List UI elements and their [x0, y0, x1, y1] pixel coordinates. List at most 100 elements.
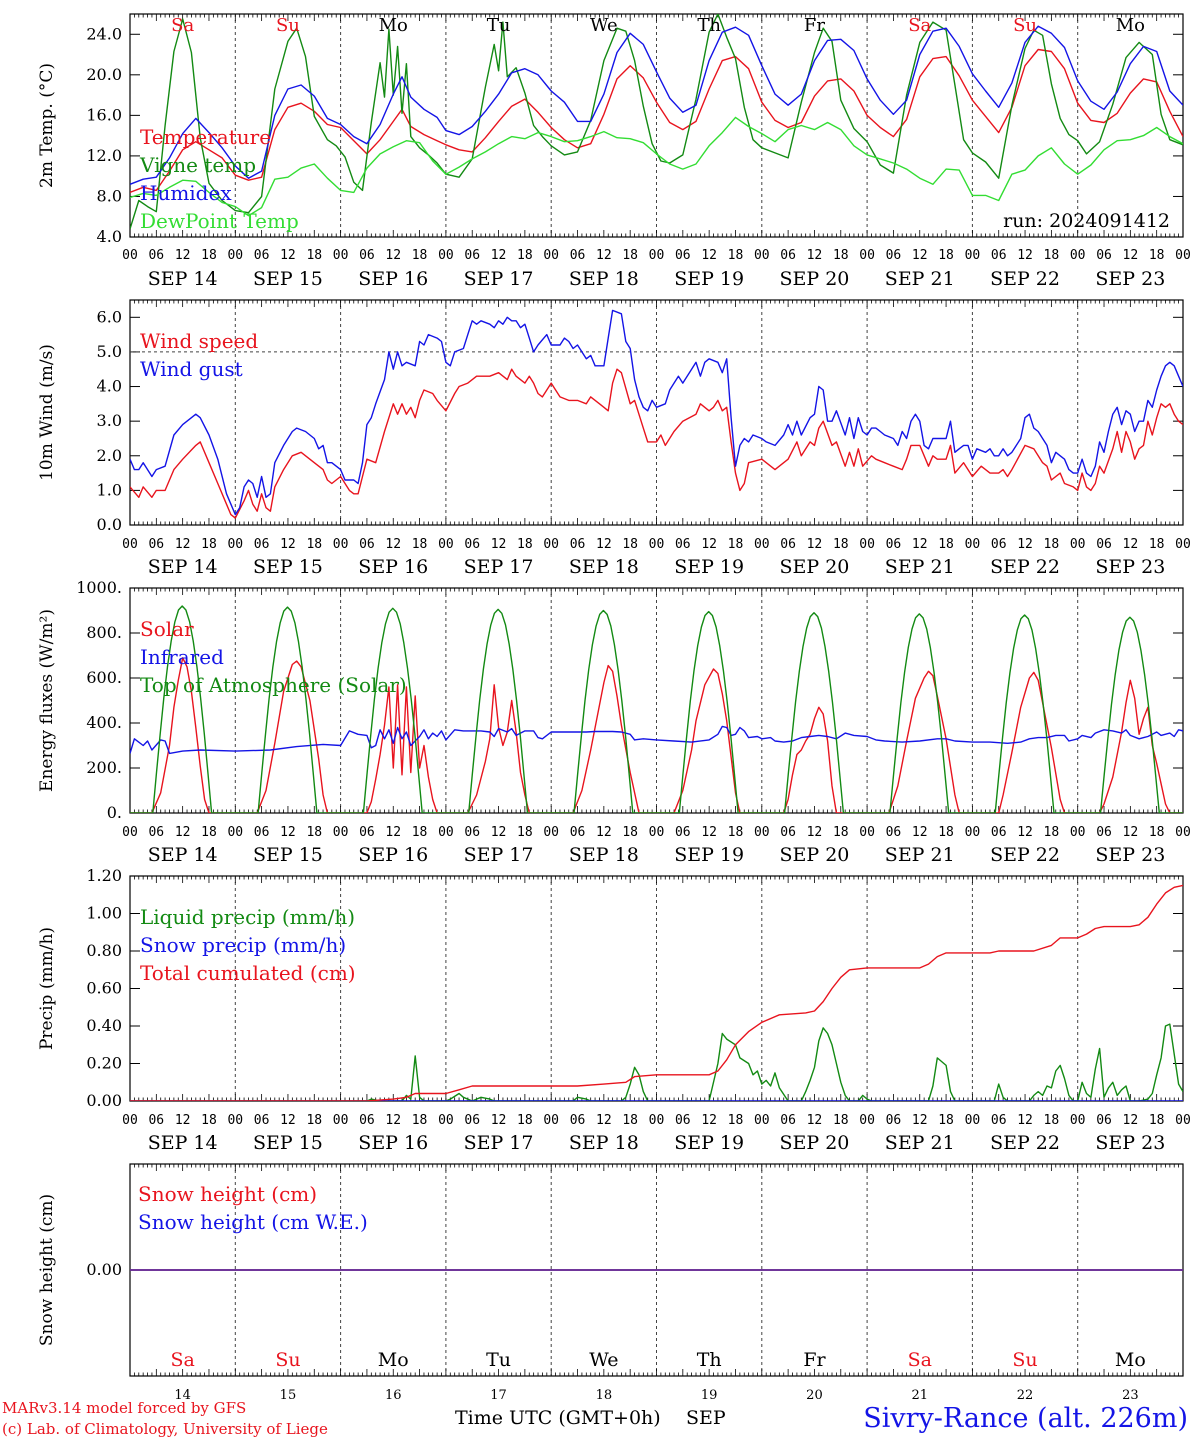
y-tick-label: 0.40	[86, 1016, 122, 1035]
hour-label: 00	[543, 1113, 559, 1128]
hour-label: 00	[543, 537, 559, 552]
hour-label: 12	[701, 248, 717, 263]
y-tick-label: 400.	[86, 713, 122, 732]
weekday-label-top: Su	[276, 15, 300, 36]
hour-label: 00	[649, 248, 665, 263]
run-annotation: run: 2024091412	[1003, 210, 1170, 232]
hour-label: 18	[1149, 248, 1165, 263]
series-group	[130, 309, 1183, 519]
hour-label: 12	[701, 825, 717, 840]
series-infrared	[130, 725, 1183, 755]
date-label: SEP 15	[253, 844, 323, 866]
hour-label: 12	[1017, 825, 1033, 840]
hour-label: 12	[912, 537, 928, 552]
weekday-label-top: Mo	[379, 15, 408, 36]
hour-label: 12	[912, 825, 928, 840]
hour-label: 18	[201, 825, 217, 840]
hour-label: 18	[938, 1113, 954, 1128]
hour-label: 00	[1175, 1113, 1191, 1128]
series-temperature	[130, 48, 1183, 194]
series-vigne-temp	[130, 14, 1183, 230]
date-label: SEP 15	[253, 556, 323, 578]
hour-label: 00	[543, 248, 559, 263]
hour-label: 12	[596, 825, 612, 840]
series-wind-speed	[130, 368, 1183, 519]
y-axis-label: Energy fluxes (W/m²)	[37, 609, 57, 792]
series-group	[130, 884, 1183, 1101]
hour-label: 12	[1017, 1113, 1033, 1128]
hour-label: 06	[359, 1113, 375, 1128]
hour-label: 00	[333, 537, 349, 552]
y-axis-label: 10m Wind (m/s)	[37, 344, 57, 481]
hour-label: 12	[385, 248, 401, 263]
day-number-label: 20	[806, 1388, 823, 1403]
hour-label: 18	[728, 1113, 744, 1128]
hour-label: 06	[1096, 825, 1112, 840]
hour-label: 06	[1096, 537, 1112, 552]
weekday-label-top: Th	[697, 15, 721, 36]
y-axis-label: 2m Temp. (°C)	[37, 63, 57, 188]
date-label: SEP 14	[148, 556, 218, 578]
day-number-label: 19	[701, 1388, 718, 1403]
date-label: SEP 23	[1095, 268, 1165, 290]
hour-label: 18	[412, 825, 428, 840]
series-liquid-precip-mm-h	[130, 1023, 1183, 1101]
hour-label: 06	[675, 537, 691, 552]
legend-entry: Top of Atmosphere (Solar)	[140, 673, 407, 697]
hour-label: 18	[728, 248, 744, 263]
hour-label: 06	[780, 1113, 796, 1128]
date-label: SEP 18	[569, 556, 639, 578]
y-tick-label: 4.0	[97, 227, 122, 246]
hour-label: 18	[517, 537, 533, 552]
hour-label: 12	[280, 248, 296, 263]
date-label: SEP 19	[674, 268, 744, 290]
weekday-label-bottom: Mo	[378, 1349, 409, 1371]
hour-label: 00	[965, 825, 981, 840]
legend-entry: Wind gust	[140, 357, 243, 381]
hour-label: 18	[412, 1113, 428, 1128]
y-tick-label: 0.60	[86, 979, 122, 998]
legend-entry: Humidex	[140, 181, 232, 205]
hour-label: 18	[306, 1113, 322, 1128]
hour-label: 00	[227, 1113, 243, 1128]
legend-entry: Snow precip (mm/h)	[140, 933, 346, 957]
hour-label: 12	[175, 537, 191, 552]
weekday-label-top: Tu	[487, 15, 511, 36]
hour-label: 06	[254, 1113, 270, 1128]
hour-label: 00	[1070, 537, 1086, 552]
text-layer: 4.0 8.0 12.0 16.0 20.0 24.0 2m Temp. (°C) Tempe…	[37, 15, 1191, 1403]
hour-label: 00	[754, 1113, 770, 1128]
y-tick-label: 1000.	[76, 578, 122, 597]
weekday-label-bottom: Fr	[803, 1349, 826, 1371]
hour-label: 18	[517, 825, 533, 840]
hour-label: 18	[622, 825, 638, 840]
y-tick-label: 1.0	[97, 480, 122, 499]
hour-label: 18	[1149, 1113, 1165, 1128]
station-name: Sivry-Rance (alt. 226m)	[863, 1403, 1188, 1434]
date-label: SEP 18	[569, 1132, 639, 1154]
date-label: SEP 16	[358, 844, 428, 866]
day-number-label: 15	[280, 1388, 297, 1403]
hour-label: 00	[438, 825, 454, 840]
hour-label: 06	[886, 825, 902, 840]
hour-label: 06	[780, 825, 796, 840]
hour-label: 00	[1070, 248, 1086, 263]
date-label: SEP 22	[990, 268, 1060, 290]
hour-label: 06	[991, 248, 1007, 263]
hour-label: 18	[201, 248, 217, 263]
hour-label: 00	[1175, 825, 1191, 840]
date-label: SEP 15	[253, 1132, 323, 1154]
hour-label: 12	[1123, 825, 1139, 840]
legend-entry: Infrared	[140, 645, 224, 669]
hour-label: 18	[201, 1113, 217, 1128]
hour-label: 00	[649, 537, 665, 552]
hour-label: 18	[1044, 1113, 1060, 1128]
hour-label: 00	[1070, 825, 1086, 840]
hour-label: 18	[1044, 825, 1060, 840]
date-label: SEP 18	[569, 268, 639, 290]
hour-label: 18	[728, 825, 744, 840]
hour-label: 18	[1149, 825, 1165, 840]
hour-label: 00	[965, 1113, 981, 1128]
y-axis-label: Snow height (cm)	[37, 1194, 57, 1346]
weekday-label-bottom: Sa	[170, 1349, 194, 1371]
